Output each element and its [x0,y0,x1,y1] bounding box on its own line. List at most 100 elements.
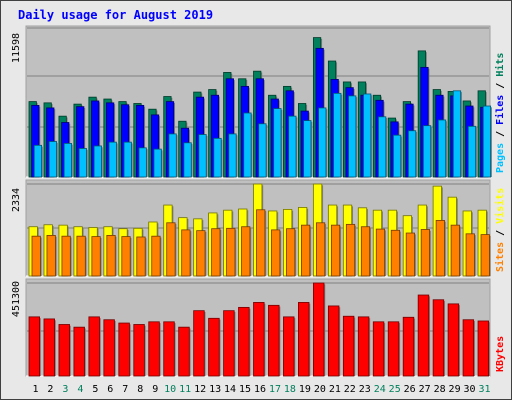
bar-sites-day-9 [151,235,161,277]
bar-pages-day-7 [123,141,132,178]
bar-sites-day-27 [420,229,430,277]
panel-3-y-max-label: 451300 [11,281,22,317]
bar-kbytes-day-14 [223,310,235,377]
x-tick-label-29: 29 [449,384,461,395]
x-tick-label-30: 30 [464,384,476,395]
bar-pages-day-26 [407,130,417,178]
bar-kbytes-day-11 [178,326,190,377]
bar-sites-day-17 [271,229,281,277]
bar-sites-day-4 [76,235,86,277]
x-tick-label-3: 3 [62,384,68,395]
bar-pages-day-5 [93,145,102,178]
bar-kbytes-day-1 [28,316,41,377]
legend-separator: / [495,125,506,143]
bar-sites-day-20 [315,222,326,277]
bar-kbytes-day-22 [342,315,355,377]
bar-sites-day-13 [211,228,221,277]
bar-pages-day-25 [393,134,402,178]
bar-sites-day-12 [196,230,206,277]
panel-2-legend: Sites / Visits [494,188,506,272]
x-tick-label-5: 5 [92,384,98,395]
chart-title: Daily usage for August 2019 [18,8,213,22]
x-tick-label-7: 7 [122,384,128,395]
bar-kbytes-day-3 [58,324,70,377]
bar-kbytes-day-27 [417,294,430,377]
bar-sites-day-25 [390,229,401,277]
bar-pages-day-14 [228,133,237,178]
x-tick-label-10: 10 [164,384,176,395]
x-tick-label-24: 24 [374,384,386,395]
x-tick-label-11: 11 [179,384,191,395]
bar-pages-day-20 [318,107,327,178]
bar-pages-day-6 [108,141,117,178]
legend-files: Files [494,95,506,125]
bar-pages-day-29 [452,90,462,178]
x-tick-label-23: 23 [359,384,371,395]
x-tick-label-20: 20 [314,384,326,395]
panel-2-y-max-label: 2334 [11,188,22,212]
legend-hits: Hits [494,53,506,77]
bar-sites-day-1 [31,235,41,277]
bar-kbytes-day-21 [327,305,340,377]
bar-pages-day-22 [348,95,357,178]
x-tick-label-27: 27 [419,384,431,395]
legend-pages: Pages [495,143,506,173]
bar-sites-day-18 [286,228,296,277]
bar-kbytes-day-24 [372,321,385,377]
bar-pages-day-15 [243,112,252,178]
bar-kbytes-day-12 [193,310,205,377]
bar-kbytes-day-2 [43,318,55,377]
bar-kbytes-day-5 [88,316,100,377]
bar-sites-day-31 [480,234,490,277]
bar-sites-day-15 [241,226,251,277]
bar-sites-day-11 [181,229,191,277]
x-tick-label-9: 9 [152,384,158,395]
bar-kbytes-day-6 [103,319,115,377]
bar-sites-day-5 [91,236,101,277]
x-tick-label-16: 16 [254,384,266,395]
bar-kbytes-day-25 [387,321,400,377]
bar-pages-day-2 [48,141,57,178]
bar-pages-day-13 [213,137,222,178]
bar-pages-day-21 [333,92,342,178]
x-tick-label-6: 6 [107,384,113,395]
bar-sites-day-30 [465,233,475,277]
bar-pages-day-12 [198,134,207,178]
panel-1-legend: Pages / Files / Hits [494,53,506,173]
bar-pages-day-31 [482,105,492,178]
bar-sites-day-26 [405,232,415,277]
bar-kbytes-day-4 [73,326,85,377]
x-tick-label-26: 26 [404,384,416,395]
bar-kbytes-day-13 [208,317,220,377]
bar-kbytes-day-28 [432,299,445,377]
bar-kbytes-day-30 [462,319,475,377]
legend-separator: / [495,77,506,95]
x-tick-label-25: 25 [389,384,401,395]
bar-sites-day-24 [375,228,386,277]
x-tick-label-1: 1 [32,384,38,395]
bar-sites-day-23 [360,226,371,277]
x-tick-label-8: 8 [137,384,143,395]
x-tick-label-15: 15 [239,384,251,395]
bar-sites-day-29 [450,224,460,277]
bar-pages-day-9 [153,148,162,178]
bar-kbytes-day-9 [148,321,160,377]
bar-pages-day-18 [288,115,297,178]
bar-kbytes-day-31 [477,320,490,377]
bar-kbytes-day-10 [163,321,175,377]
bar-kbytes-day-26 [402,316,415,377]
bar-kbytes-day-18 [283,316,295,377]
bar-kbytes-day-23 [357,316,370,377]
bar-kbytes-day-17 [268,304,280,377]
bar-sites-day-8 [136,236,146,277]
bar-kbytes-day-20 [312,282,325,377]
bar-sites-day-28 [435,220,445,277]
bar-pages-day-28 [437,119,447,178]
bar-pages-day-24 [378,116,387,178]
bar-pages-day-10 [168,133,177,178]
x-tick-label-21: 21 [329,384,341,395]
legend-visits: Visits [494,188,506,224]
bar-pages-day-17 [273,108,282,178]
